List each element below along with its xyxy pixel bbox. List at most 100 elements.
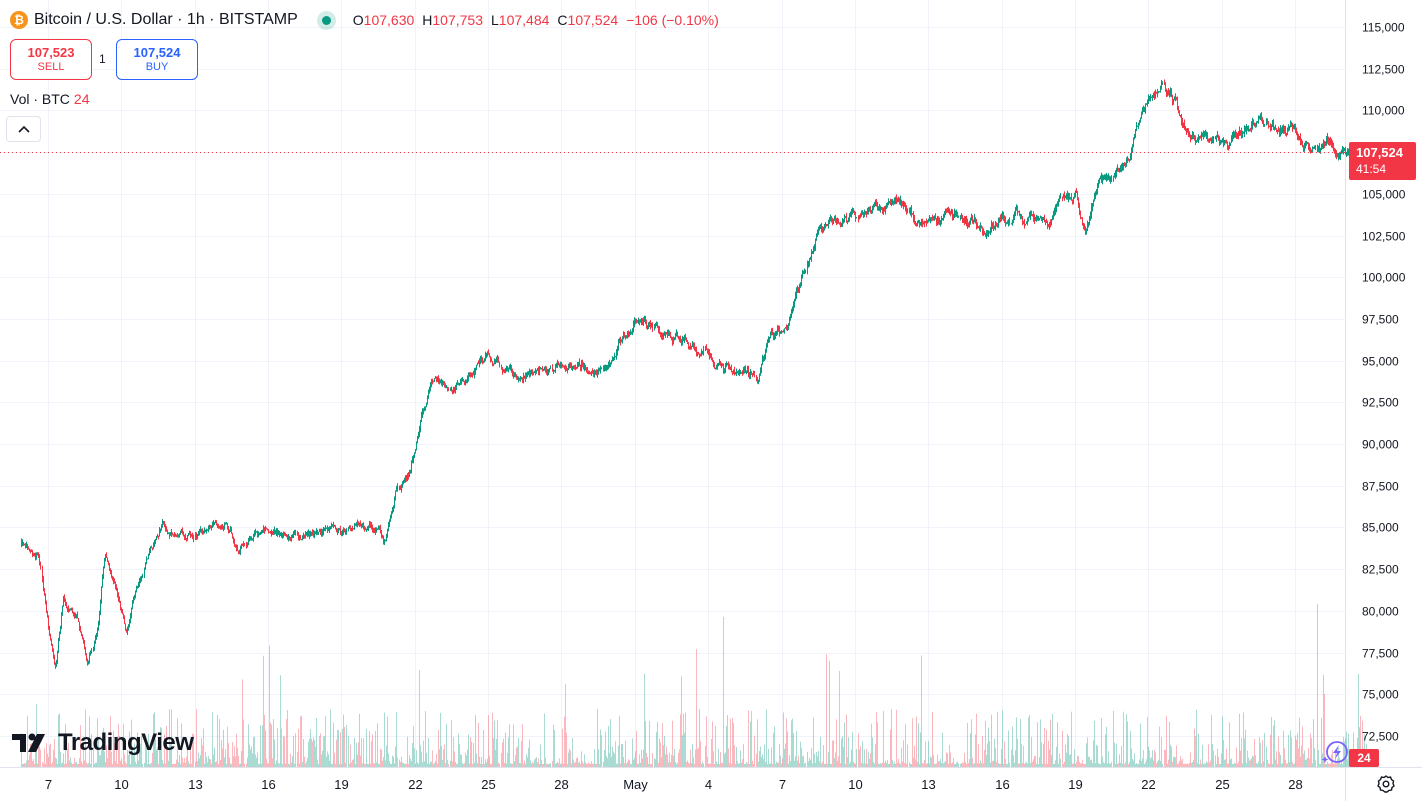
candle-body (577, 365, 578, 369)
candle-body (147, 558, 148, 560)
candle-body (1075, 191, 1076, 195)
volume-bar (665, 754, 666, 767)
volume-bar (1334, 763, 1335, 767)
candle-body (664, 334, 665, 336)
volume-bar (1253, 756, 1254, 767)
lightning-spark-icon[interactable] (1321, 740, 1349, 764)
candle-body (332, 525, 333, 527)
volume-bar (873, 761, 874, 767)
candle-body (1268, 123, 1269, 126)
volume-bar (91, 734, 92, 767)
x-tick-label: 10 (848, 777, 862, 792)
volume-bar (35, 742, 36, 767)
candle-body (1115, 172, 1116, 177)
bitcoin-icon[interactable]: ₿ (10, 11, 28, 29)
volume-bar (69, 760, 70, 767)
candle-body (226, 523, 227, 525)
sell-button[interactable]: 107,523 SELL (10, 39, 92, 80)
settings-gear-icon[interactable] (1376, 774, 1396, 794)
collapse-legend-button[interactable] (6, 116, 41, 142)
candle-body (1272, 123, 1273, 126)
candle-body (166, 529, 167, 531)
candle-body (575, 366, 576, 368)
symbol-title[interactable]: Bitcoin / U.S. Dollar · 1h · BITSTAMP (34, 11, 298, 28)
volume-bar (844, 722, 845, 767)
candle-body (1342, 149, 1343, 152)
candle-body (323, 529, 324, 533)
candle-body (162, 521, 163, 527)
ohlc-high-label: H (422, 12, 433, 28)
candle-body (1278, 129, 1279, 132)
volume-bar (307, 757, 308, 767)
candle-body (1008, 221, 1009, 223)
candle-body (1052, 218, 1053, 220)
candle-body (1055, 208, 1056, 211)
volume-bar (444, 744, 445, 767)
y-tick-label: 115,000 (1362, 21, 1405, 35)
candle-body (768, 338, 769, 340)
chevron-up-icon (17, 125, 30, 133)
candle-body (814, 246, 815, 250)
volume-bar (466, 755, 467, 767)
candle-body (250, 536, 251, 539)
volume-bar (43, 763, 44, 767)
candle-body (1276, 128, 1277, 131)
volume-bar (816, 752, 817, 767)
volume-bar (1338, 747, 1339, 767)
volume-bar (1080, 763, 1081, 767)
volume-bar (624, 763, 625, 767)
candle-body (891, 203, 892, 205)
candle-body (1109, 176, 1110, 181)
volume-bar (435, 761, 436, 767)
price-axis[interactable]: 72,50075,00077,50080,00082,50085,00087,5… (1362, 21, 1406, 744)
volume-indicator-legend[interactable]: Vol · BTC 24 (10, 91, 89, 107)
candle-body (476, 365, 477, 370)
volume-bar (198, 752, 199, 767)
volume-bar (1206, 761, 1207, 767)
candle-body (68, 608, 69, 611)
candle-body (116, 587, 117, 590)
candle-body (77, 614, 78, 619)
volume-bar (286, 719, 287, 767)
candle-body (1041, 217, 1042, 219)
y-tick-label: 85,000 (1362, 521, 1399, 535)
volume-bar (177, 718, 178, 767)
candle-body (1013, 215, 1014, 221)
candle-body (1274, 127, 1275, 129)
candle-body (310, 533, 311, 536)
candle-body (453, 388, 454, 394)
volume-bar (1109, 763, 1110, 767)
candle-body (1086, 229, 1087, 234)
volume-bar (854, 763, 855, 767)
candle-body (1196, 140, 1197, 143)
candle-body (573, 365, 574, 369)
volume-bar (548, 763, 549, 767)
tradingview-logo[interactable]: TradingView (12, 729, 194, 757)
volume-bar (1029, 714, 1030, 767)
candle-body (1026, 222, 1027, 224)
ohlc-change: −106 (−0.10%) (626, 12, 719, 28)
candle-body (1148, 97, 1149, 103)
time-axis[interactable]: 7 10 13 16 19 22 25 28 May 4 7 10 13 16 19 22 25 28 (45, 777, 1303, 792)
volume-bar (531, 763, 532, 767)
volume-bar (893, 763, 894, 767)
candle-body (123, 613, 124, 619)
candle-body (96, 634, 97, 638)
volume-bar (1191, 763, 1192, 767)
volume-bar (699, 709, 700, 767)
volume-bar (920, 732, 921, 767)
candle-body (156, 536, 157, 540)
candle-body (999, 218, 1000, 222)
volume-bar (1067, 733, 1068, 767)
volume-bar (442, 759, 443, 767)
candle-body (292, 534, 293, 537)
candle-body (49, 627, 50, 636)
candle-body (707, 348, 708, 350)
market-status-dot[interactable] (321, 15, 331, 25)
volume-bar (94, 763, 95, 767)
candle-body (552, 367, 553, 371)
volume-bar (662, 723, 663, 767)
buy-button[interactable]: 107,524 BUY (116, 39, 198, 80)
candle-body (889, 201, 890, 203)
